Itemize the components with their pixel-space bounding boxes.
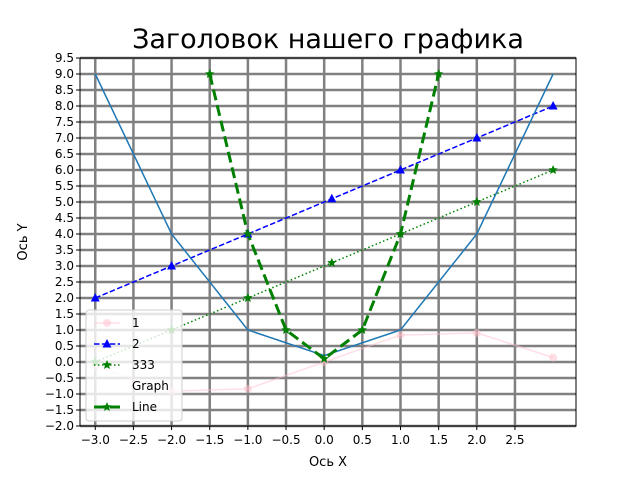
data-point [357,325,368,335]
data-point [167,261,177,270]
y-tick-label: 0.0 [55,355,74,369]
data-point [472,133,482,142]
y-tick-label: 0.5 [55,339,74,353]
data-point [472,328,481,337]
x-tick-label: −0.5 [271,433,300,447]
legend-marker [102,402,112,412]
data-point [549,353,558,362]
y-tick-label: 3.0 [55,259,74,273]
legend-label: Line [132,400,157,414]
y-tick-label: 5.0 [55,195,74,209]
x-tick-label: 0.5 [353,433,372,447]
y-tick-label: 9.5 [55,51,74,65]
y-tick-label: 7.0 [55,131,74,145]
y-tick-label: 3.5 [55,243,74,257]
legend-box [85,309,183,422]
y-tick-label: −1.5 [45,403,74,417]
x-tick-label: 1.5 [429,433,448,447]
x-tick-label: −2.5 [119,433,148,447]
x-tick-label: −1.0 [233,433,262,447]
data-point [243,384,252,393]
data-point [204,69,215,79]
x-tick-label: 2.0 [467,433,486,447]
y-axis-label: Ось Y [16,223,31,260]
y-tick-label: 9.0 [55,67,74,81]
y-tick-label: 4.5 [55,211,74,225]
legend-marker [103,319,111,327]
x-tick-label: 0.0 [315,433,334,447]
y-tick-label: 6.5 [55,147,74,161]
x-tick-label: −2.0 [157,433,186,447]
x-tick-label: 1.0 [391,433,410,447]
y-tick-label: 2.0 [55,291,74,305]
data-point [395,165,405,174]
x-tick-label: 2.5 [505,433,524,447]
x-axis-label: Ось X [309,455,347,470]
y-tick-label: 2.5 [55,275,74,289]
y-tick-label: −0.5 [45,371,74,385]
data-point [472,197,482,207]
data-point [395,229,406,239]
y-tick-label: 8.0 [55,99,74,113]
x-axis-ticks: −3.0 −2.5 −2.0 −1.5 −1.0 −0.5 0.0 0.5 1.0 1.5 2.0 2… [81,426,525,447]
data-point [548,101,558,110]
y-tick-label: −2.0 [45,419,74,433]
y-tick-label: 6.0 [55,163,74,177]
legend-label: 1 [132,316,140,330]
legend-label: Graph [132,379,169,393]
y-tick-label: −1.0 [45,387,74,401]
y-tick-label: 7.5 [55,115,74,129]
data-point [243,293,253,303]
data-point [281,325,291,335]
data-point [243,229,253,239]
y-tick-label: 8.5 [55,83,74,97]
legend-label: 333 [132,358,155,372]
x-tick-label: −3.0 [81,433,110,447]
data-point [548,165,558,175]
y-tick-label: 1.5 [55,307,74,321]
data-point [433,69,444,79]
chart-title: Заголовок нашего графика [132,24,524,55]
data-point [90,293,100,302]
legend-marker [102,360,112,370]
data-point [327,193,337,203]
plot-area [79,57,577,427]
y-axis-ticks: −2.0 −1.5 −1.0 −0.5 0.0 0.5 1.0 1.5 2.0 2.5 3.0 3.5… [45,51,80,433]
y-tick-label: 5.5 [55,179,74,193]
y-tick-label: 4.0 [55,227,74,241]
y-tick-label: 1.0 [55,323,74,337]
legend-marker [102,339,112,348]
data-point [396,331,405,340]
legend-label: 2 [132,337,140,351]
legend: 1 2 333 Graph Line [85,309,183,422]
data-point [327,257,337,267]
data-point [319,353,329,363]
x-tick-label: −1.5 [195,433,224,447]
